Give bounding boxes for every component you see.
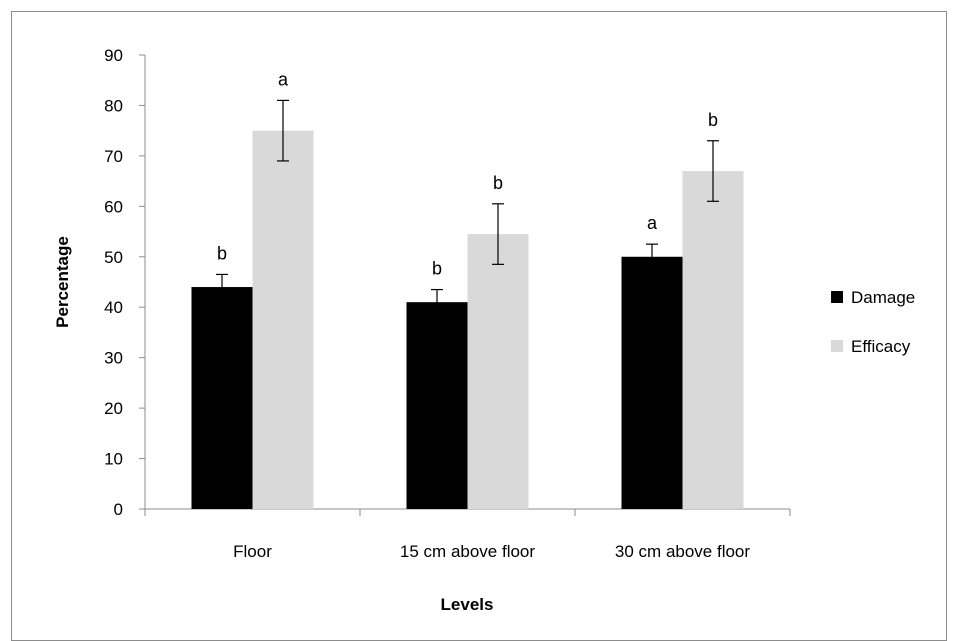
x-tick-label: 30 cm above floor [615, 542, 750, 561]
error-bars [216, 99, 719, 316]
bar [406, 302, 468, 509]
y-tick-label: 30 [104, 349, 123, 368]
legend-label: Efficacy [851, 337, 911, 356]
significance-label: b [217, 243, 227, 263]
y-tick-label: 10 [104, 450, 123, 469]
significance-label: b [708, 110, 718, 130]
legend-label: Damage [851, 288, 915, 307]
y-tick-label: 0 [114, 500, 123, 519]
y-tick-label: 60 [104, 197, 123, 216]
bar [621, 256, 683, 509]
y-tick-label: 80 [104, 96, 123, 115]
y-tick-label: 70 [104, 147, 123, 166]
bar [682, 171, 744, 509]
y-tick-label: 40 [104, 298, 123, 317]
significance-label: a [647, 213, 658, 233]
x-tick-label: Floor [233, 542, 272, 561]
legend-swatch [831, 340, 843, 352]
x-tick-label: 15 cm above floor [400, 542, 535, 561]
bar [252, 130, 314, 509]
y-tick-label: 20 [104, 399, 123, 418]
legend-swatch [831, 291, 843, 303]
significance-label: b [432, 259, 442, 279]
significance-labels: b a b b a b [217, 69, 718, 278]
legend: Damage Efficacy [831, 288, 915, 356]
bar [191, 287, 253, 509]
bars [191, 130, 744, 510]
bar [467, 234, 529, 510]
significance-label: b [493, 173, 503, 193]
y-tick-label: 50 [104, 248, 123, 267]
y-tick-label: 90 [104, 46, 123, 65]
x-axis-title: Levels [441, 595, 494, 614]
y-axis-title: Percentage [53, 236, 72, 328]
significance-label: a [278, 69, 289, 89]
